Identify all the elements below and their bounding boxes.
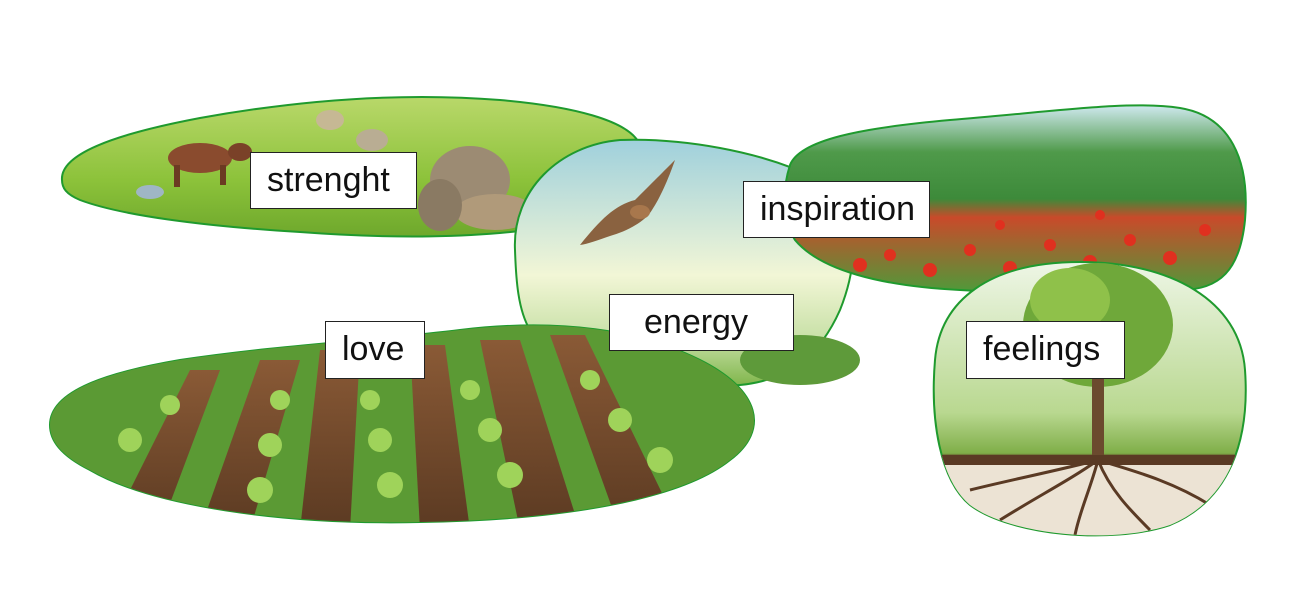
- tree-roots-scene: [932, 260, 1247, 537]
- label-feelings: feelings: [966, 321, 1125, 379]
- bird-icon: [580, 160, 675, 245]
- rocks-shape: [136, 110, 535, 231]
- label-inspiration: inspiration: [743, 181, 930, 238]
- label-love: love: [325, 321, 425, 379]
- label-energy: energy: [609, 294, 794, 351]
- cow-shape: [168, 143, 252, 187]
- roots-shape: [969, 458, 1211, 536]
- label-strenght: strenght: [250, 152, 417, 209]
